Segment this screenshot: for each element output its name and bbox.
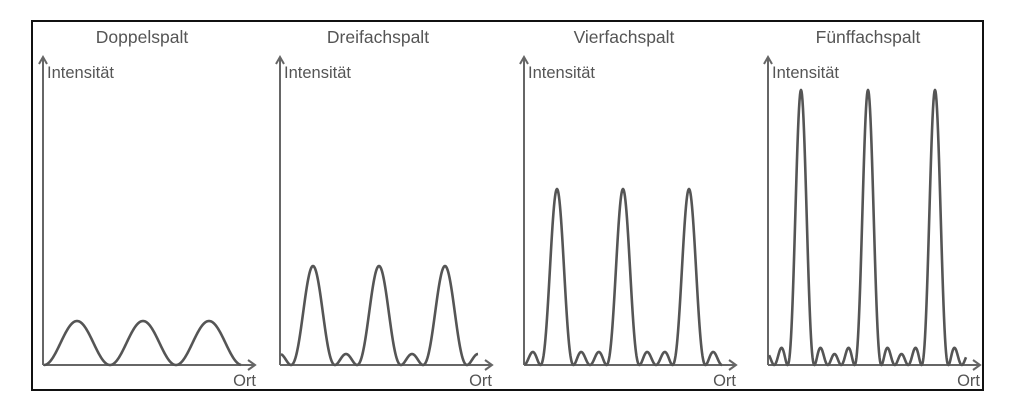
- panel-fuenffachspalt: Fünffachspalt Intensität Ort: [763, 27, 982, 390]
- y-axis-arrow: [38, 54, 48, 365]
- x-axis-arrow: [524, 359, 738, 371]
- panel-dreifachspalt: Dreifachspalt Intensität Ort: [275, 27, 494, 390]
- y-axis-label: Intensität: [284, 64, 351, 82]
- figure-frame: [31, 20, 984, 391]
- panel-title: Dreifachspalt: [327, 27, 429, 47]
- y-axis-arrow: [519, 54, 529, 365]
- panel-title: Fünffachspalt: [816, 27, 921, 47]
- intensity-curve: [280, 264, 479, 367]
- panel-doppelspalt: Doppelspalt Intensität Ort: [38, 27, 257, 390]
- x-axis-label: Ort: [957, 372, 980, 390]
- intensity-curve: [43, 319, 242, 367]
- x-axis-label: Ort: [233, 372, 256, 390]
- y-axis-label: Intensität: [47, 64, 114, 82]
- panel-vierfachspalt: Vierfachspalt Intensität Ort: [519, 27, 738, 390]
- y-axis-arrow: [763, 54, 773, 365]
- x-axis-arrow: [43, 359, 257, 371]
- panel-title: Doppelspalt: [96, 27, 189, 47]
- x-axis-arrow: [280, 359, 494, 371]
- y-axis-label: Intensität: [528, 64, 595, 82]
- y-axis-arrow: [275, 54, 285, 365]
- intensity-curve: [524, 187, 723, 367]
- y-axis-label: Intensität: [772, 64, 839, 82]
- intensity-curve: [767, 88, 968, 367]
- x-axis-label: Ort: [469, 372, 492, 390]
- x-axis-label: Ort: [713, 372, 736, 390]
- x-axis-arrow: [768, 359, 982, 371]
- panel-title: Vierfachspalt: [574, 27, 675, 47]
